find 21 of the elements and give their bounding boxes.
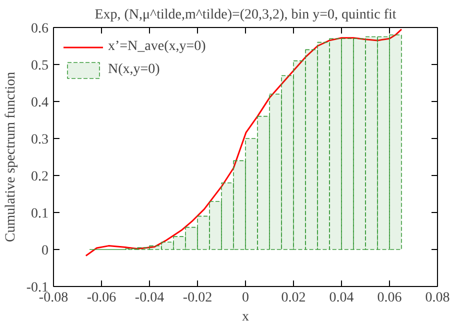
- y-tick-label: 0.5: [31, 58, 48, 74]
- x-tick-label: 0.08: [425, 290, 450, 306]
- x-tick-label: -0.06: [86, 290, 116, 306]
- x-tick-label: 0.02: [281, 290, 306, 306]
- y-tick-label: 0.6: [31, 22, 48, 36]
- x-tick-label: -0.02: [182, 290, 212, 306]
- x-tick-label: -0.04: [134, 290, 164, 306]
- x-axis-title: x: [242, 310, 249, 324]
- y-tick-label: 0.1: [31, 206, 48, 222]
- x-tick-label: 0: [242, 290, 249, 306]
- chart-title: Exp, (N,μ^tilde,m^tilde)=(20,3,2), bin y=0, quintic fit: [94, 8, 396, 22]
- x-tick-label: 0.06: [377, 290, 402, 306]
- y-tick-label: 0: [42, 244, 48, 258]
- legend-label: x’=N_ave(x,y=0): [108, 39, 206, 55]
- y-tick-label: 0.3: [31, 132, 48, 148]
- line-series: [85, 28, 402, 257]
- y-tick-label: 0.2: [31, 170, 48, 184]
- legend-label: N(x,y=0): [108, 62, 160, 78]
- x-tick-label: 0.04: [329, 290, 354, 306]
- y-tick-label: 0.4: [31, 96, 48, 110]
- y-axis-title: Cumulative spectrum function: [3, 72, 18, 242]
